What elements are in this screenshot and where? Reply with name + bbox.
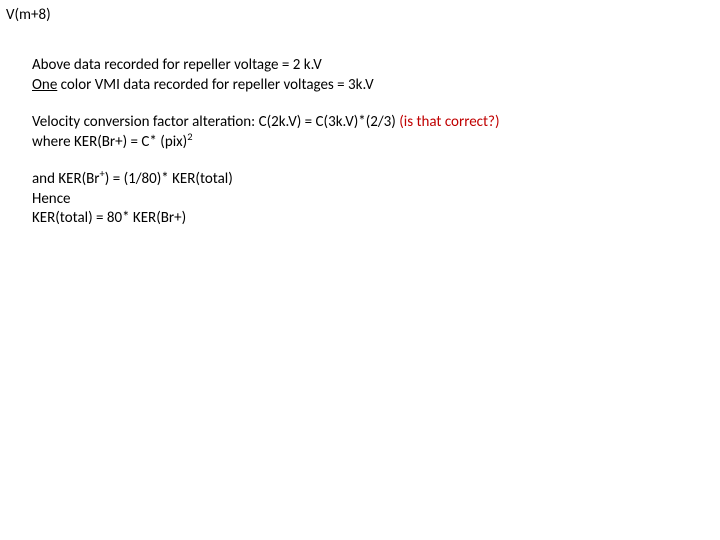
para-2: Velocity conversion factor alteration: C…: [32, 113, 692, 152]
header-label: V(m+8): [6, 6, 51, 24]
para1-line2-underlined: One: [32, 76, 57, 94]
content-block: Above data recorded for repeller voltage…: [32, 56, 692, 247]
para3-line3: KER(total) = 80* KER(Br+): [32, 209, 186, 227]
para2-line1-main: Velocity conversion factor alteration: C…: [32, 113, 399, 131]
para2-line2-sup: 2: [187, 130, 192, 143]
para2-line2-main: where KER(Br+) = C* (pix): [32, 133, 187, 151]
para1-line1: Above data recorded for repeller voltage…: [32, 56, 322, 74]
para3-line2: Hence: [32, 190, 71, 208]
para3-line1-a: and KER(Br: [32, 170, 100, 188]
para-3: and KER(Br+) = (1/80)* KER(total) Hence …: [32, 170, 692, 229]
para3-line1-b: ) = (1/80)* KER(total): [105, 170, 233, 188]
para1-line2-rest: color VMI data recorded for repeller vol…: [57, 76, 373, 94]
para-1: Above data recorded for repeller voltage…: [32, 56, 692, 95]
para2-line1-question: (is that correct?): [399, 113, 499, 131]
